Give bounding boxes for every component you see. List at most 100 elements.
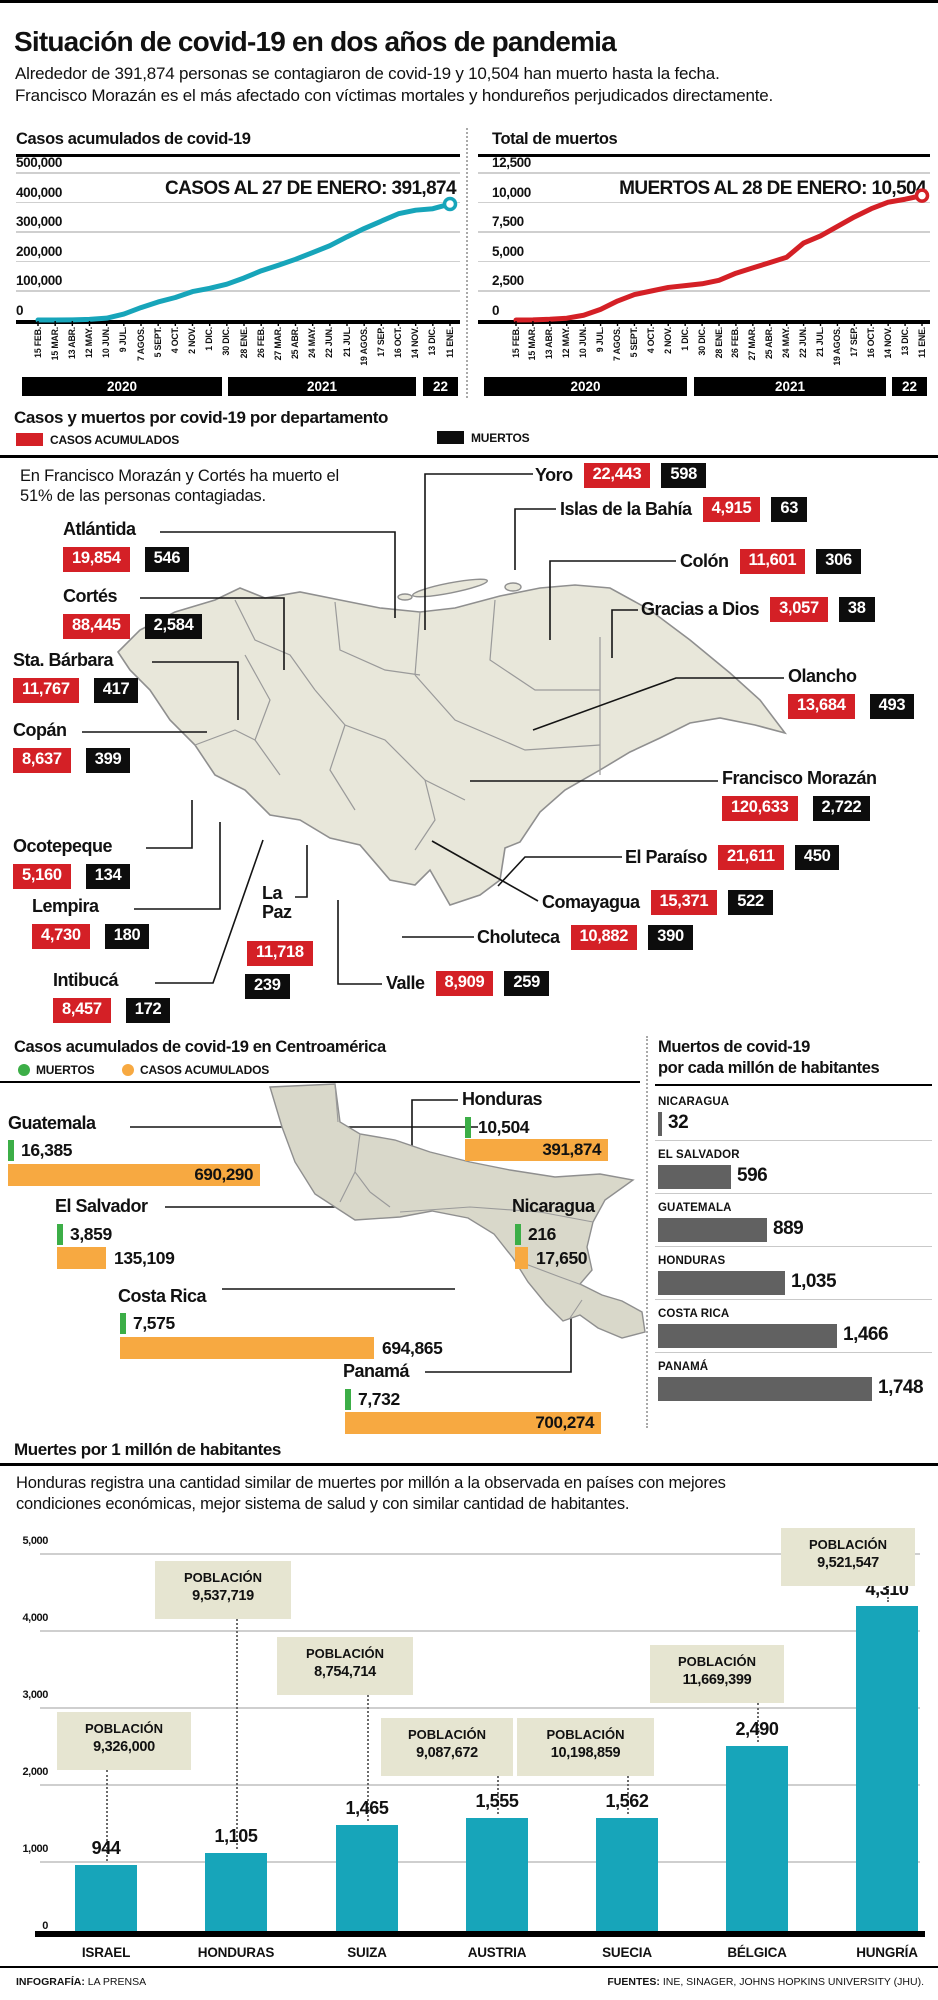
deaths-value: 7,732: [358, 1389, 400, 1409]
bottom-rule: [0, 1463, 938, 1466]
poblacion-leader-suiza: [367, 1695, 369, 1822]
line-series-svg: [513, 188, 930, 326]
deaths-value: 216: [528, 1224, 556, 1244]
permillion-separator: [655, 1352, 932, 1353]
department-name: Lempira: [32, 896, 99, 916]
y-axis-label: 200,000: [16, 243, 62, 259]
deaths-chip: 259: [504, 971, 549, 996]
deaths-chip: 172: [125, 998, 171, 1023]
chart-panels-separator: [466, 128, 468, 398]
deaths-tick: [120, 1313, 126, 1334]
subtitle-line-1: Alrededor de 391,874 personas se contagi…: [15, 64, 720, 83]
poblacion-leader-suecia: [627, 1776, 629, 1814]
department-name: La Paz: [262, 883, 292, 922]
department-chips: 13,684 493: [788, 694, 915, 719]
country-name-guatemala: Guatemala: [8, 1113, 96, 1133]
permillion-value-nicaragua: 32: [668, 1112, 689, 1133]
deaths-chip: 390: [648, 925, 693, 950]
department-name: Copán: [13, 720, 67, 740]
permillion-separator: [655, 1246, 932, 1247]
cases-legend-label: CASOS ACUMULADOS: [50, 433, 180, 447]
deaths-legend-label: MUERTOS: [471, 431, 530, 445]
bar-value-belgica: 2,490: [735, 1719, 779, 1740]
y-axis-label: 7,500: [492, 214, 524, 230]
cases-chip: 8,637: [13, 748, 71, 773]
department-el-paraiso: El Paraíso 21,611 450: [625, 845, 840, 870]
footer-sources-value: INE, SINAGER, JOHNS HOPKINS UNIVERSITY (…: [662, 1976, 924, 1988]
bar-honduras: [205, 1852, 267, 1931]
footer-sources-label: FUENTES:: [607, 1976, 660, 1988]
poblacion-label: POBLACIÓN: [678, 1654, 756, 1669]
department-lempira: Lempira 4,730 180: [32, 896, 150, 949]
poblacion-value: 9,521,547: [817, 1555, 879, 1571]
country-cases-bar-costa-rica: [120, 1337, 374, 1359]
permillion-value-honduras: 1,035: [791, 1271, 837, 1292]
bottom-gridline: [40, 1553, 920, 1555]
y-axis-label: 2,500: [492, 273, 524, 289]
y-gridline: [16, 172, 460, 174]
department-intibuca: Intibucá 8,457 172: [53, 970, 171, 1023]
country-deaths-honduras: 10,504: [465, 1117, 530, 1138]
poblacion-label: POBLACIÓN: [306, 1646, 384, 1661]
permillion-bar-honduras: [658, 1271, 785, 1295]
bar-category-israel: ISRAEL: [81, 1945, 131, 1960]
bar-suiza: [336, 1825, 398, 1931]
department-name: Valle: [386, 973, 425, 993]
poblacion-leader-israel: [106, 1770, 108, 1862]
cases-chip: 88,445: [63, 614, 130, 639]
country-deaths-el-salvador: 3,859: [57, 1224, 112, 1245]
country-cases-value-el-salvador: 135,109: [114, 1248, 175, 1268]
country-name-panama: Panamá: [343, 1361, 410, 1381]
centroamerica-outline: [269, 1083, 646, 1339]
y-axis-label: 300,000: [16, 214, 62, 230]
departments-rule: [0, 455, 938, 458]
y-axis-label: 100,000: [16, 273, 62, 289]
department-olancho: Olancho 13,684 493: [788, 666, 915, 719]
bottom-y-label: 5,000: [22, 1535, 48, 1547]
cases-legend-swatch: [16, 433, 43, 446]
bar-hungria: [856, 1606, 918, 1931]
chart-annotation: CASOS AL 27 DE ENERO: 391,874: [165, 178, 457, 199]
poblacion-box-suiza: POBLACIÓN 8,754,714: [277, 1637, 413, 1695]
footer-credit-value: LA PRENSA: [87, 1976, 147, 1988]
chart-annotation: MUERTOS AL 28 DE ENERO: 10,504: [619, 178, 926, 199]
deaths-chip: 399: [85, 748, 131, 773]
permillion-separator: [655, 1299, 932, 1300]
poblacion-value: 10,198,859: [550, 1745, 621, 1761]
department-colon: Colón 11,601 306: [680, 549, 861, 574]
bottom-y-label: 4,000: [22, 1612, 48, 1624]
poblacion-value: 8,754,714: [314, 1664, 376, 1680]
footer-credit: INFOGRAFÍA: LA PRENSA: [16, 1976, 146, 1988]
poblacion-box-honduras: POBLACIÓN 9,537,719: [155, 1561, 291, 1619]
permillion-country-nicaragua: NICARAGUA: [658, 1096, 730, 1108]
department-chips: 120,633 2,722: [722, 796, 877, 821]
casos-legend-dot: [122, 1064, 134, 1076]
bottom-y-label: 2,000: [22, 1766, 48, 1778]
footer-credit-label: INFOGRAFÍA:: [16, 1976, 85, 1988]
poblacion-box-belgica: POBLACIÓN 11,669,399: [650, 1645, 784, 1703]
department-choluteca: Choluteca 10,882 390: [477, 925, 693, 950]
x-axis-line: [16, 320, 460, 324]
permillion-value-guatemala: 889: [773, 1218, 804, 1239]
cases-chip: 4,915: [702, 497, 761, 522]
country-borders: [334, 1083, 594, 1319]
muertos-legend-label: MUERTOS: [36, 1063, 95, 1077]
permillion-separator: [655, 1193, 932, 1194]
cases-chip: 15,371: [650, 890, 718, 915]
deaths-tick: [57, 1224, 63, 1245]
country-cases-bar-panama: 700,274: [345, 1412, 601, 1434]
y-axis-label: 0: [16, 303, 24, 318]
department-chips: 19,854 546: [63, 547, 190, 572]
bar-category-suecia: SUECIA: [602, 1945, 652, 1960]
deaths-chip: 63: [771, 497, 808, 522]
deaths-tick: [515, 1224, 521, 1245]
department-name: Cortés: [63, 586, 118, 606]
poblacion-label: POBLACIÓN: [85, 1721, 163, 1736]
bar-suecia: [596, 1817, 658, 1931]
department-chips: 5,160 134: [13, 864, 131, 889]
deaths-value: 10,504: [478, 1117, 530, 1137]
cases-chip: 4,730: [32, 924, 90, 949]
deaths-chip: 2,584: [144, 614, 203, 639]
y-axis-label: 500,000: [16, 155, 62, 170]
